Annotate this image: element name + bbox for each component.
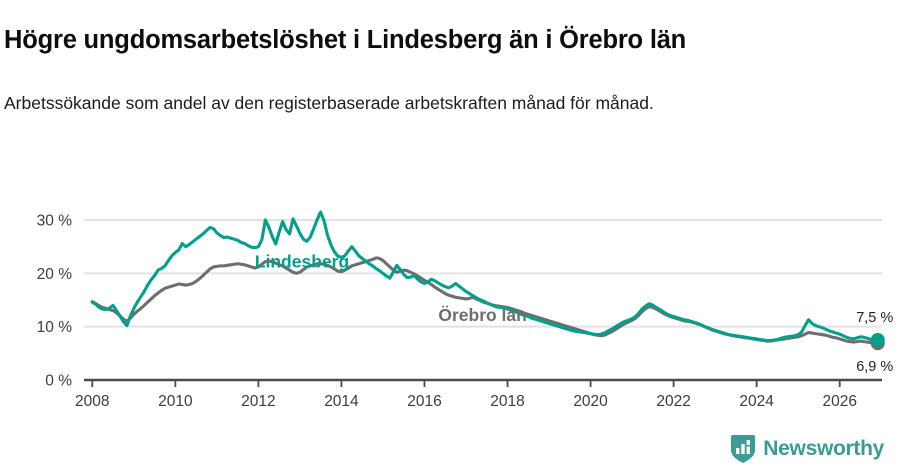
newsworthy-logo[interactable]: Newsworthy <box>730 434 884 464</box>
y-axis-tick-label: 10 % <box>37 319 73 336</box>
y-axis-tick-label: 30 % <box>37 213 73 230</box>
x-axis-tick-label: 2020 <box>573 393 608 410</box>
x-axis-tick-label: 2012 <box>241 393 275 410</box>
x-axis-tick-label: 2016 <box>407 393 441 410</box>
end-value-label-orebro: 6,9 % <box>856 359 893 375</box>
chart-subtitle: Arbetssökande som andel av den registerb… <box>4 92 654 113</box>
series-line-lindesberg <box>90 210 880 343</box>
chart-footer: Newsworthy <box>0 428 900 474</box>
newsworthy-wordmark: Newsworthy <box>763 437 884 460</box>
chart-plot-area: 0 % 10 % 20 % 30 % 2008 2010 2012 2014 2016 2018 2… <box>0 170 900 420</box>
x-axis-tick-label: 2022 <box>656 393 690 410</box>
y-axis-tick-label: 0 % <box>45 373 72 390</box>
line-chart-svg: 0 % 10 % 20 % 30 % 2008 2010 2012 2014 2016 2018 2… <box>37 210 893 410</box>
bar-chart-bubble-icon <box>731 435 756 463</box>
series-label-lindesberg: Lindesberg <box>255 251 349 271</box>
series-end-dot-lindesberg <box>870 333 885 347</box>
x-axis-tick-label: 2018 <box>490 393 524 410</box>
x-axis-tick-label: 2010 <box>158 393 193 410</box>
series-label-örebro-län: Örebro län <box>438 305 527 325</box>
x-axis-tick-label: 2014 <box>324 393 359 410</box>
x-axis-tick-label: 2026 <box>822 393 856 410</box>
page-title: Högre ungdomsarbetslöshet i Lindesberg ä… <box>4 26 687 55</box>
x-axis-tick-label: 2008 <box>75 393 109 410</box>
end-value-label-lindesberg: 7,5 % <box>856 310 893 326</box>
y-axis-tick-label: 20 % <box>37 266 73 283</box>
x-axis-tick-label: 2024 <box>739 393 774 410</box>
